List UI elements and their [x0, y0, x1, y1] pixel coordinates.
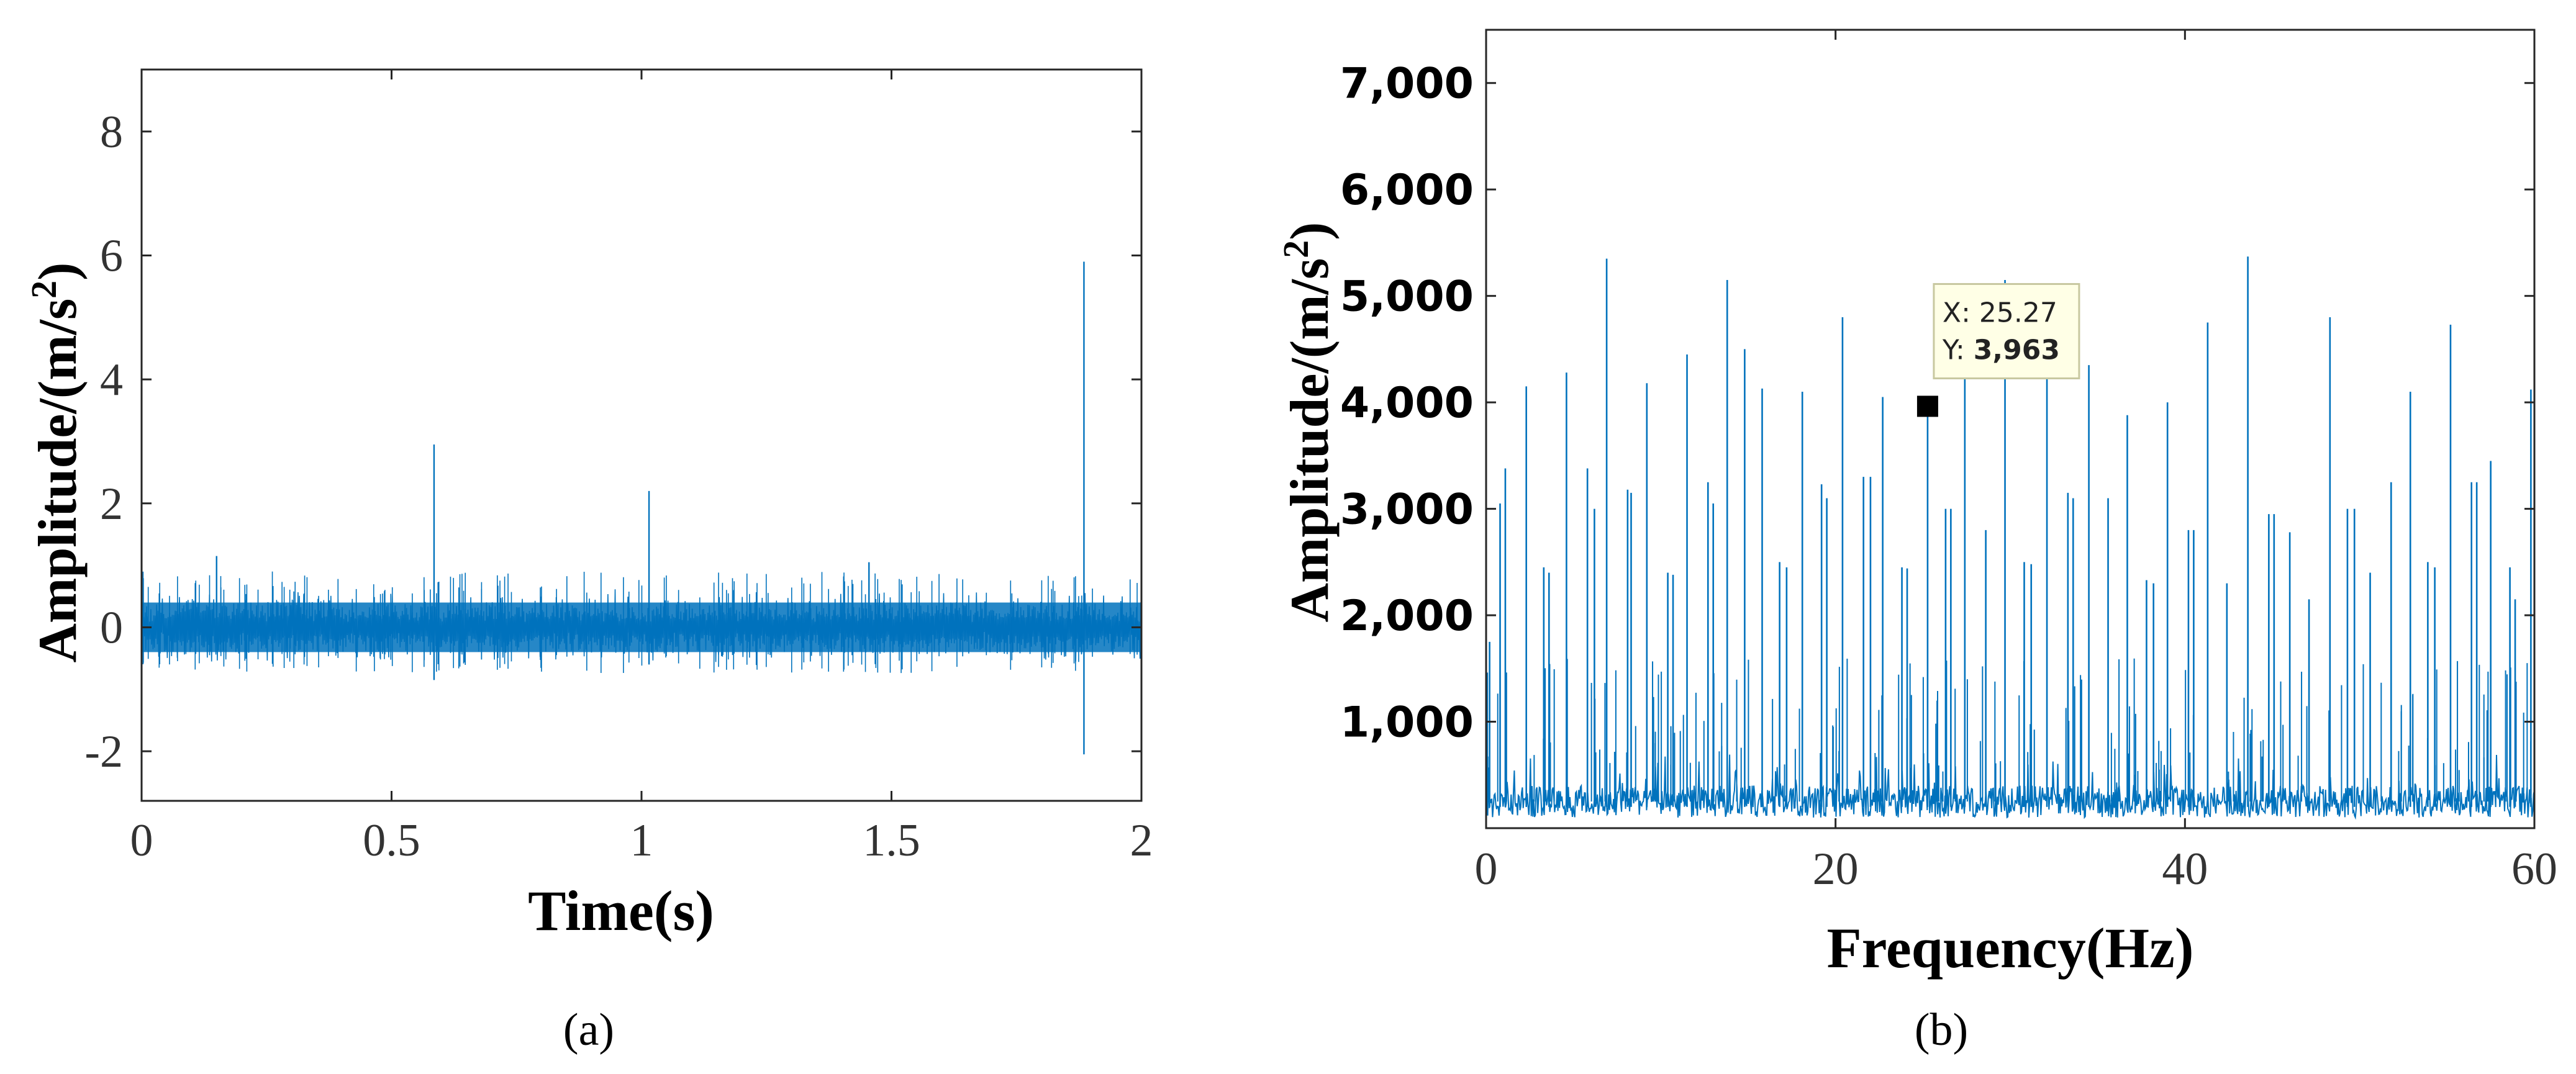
x-tick-label-b: 40	[2162, 844, 2208, 895]
y-tick-label-b: 5,000	[1340, 273, 1474, 322]
y-tick-label-a: 2	[100, 479, 123, 530]
y-axis-label-b: Amplitude/(m/s2)	[1276, 222, 1341, 622]
axes-frame-b	[1485, 29, 2536, 829]
time-signal-line	[141, 261, 1142, 755]
datatip-x: X: 25.27	[1943, 297, 2057, 328]
x-axis-label-a: Time(s)	[528, 879, 714, 942]
x-tick-label-b: 0	[1475, 844, 1498, 895]
x-tick-label-b: 20	[1813, 844, 1859, 895]
panel-label-b: (b)	[1915, 1004, 1968, 1055]
x-tick-label-a: 2	[1130, 815, 1153, 866]
datatip-marker[interactable]	[1916, 395, 1938, 417]
y-tick-label-b: 1,000	[1340, 698, 1474, 747]
panel-label-a: (a)	[563, 1004, 614, 1055]
x-tick-label-a: 0.5	[363, 815, 420, 866]
y-tick-label-b: 4,000	[1340, 379, 1474, 428]
x-axis-label-b: Frequency(Hz)	[1826, 916, 2193, 980]
y-tick-label-a: 8	[100, 107, 123, 158]
y-axis-label-a: Amplitude/(m/s2)	[24, 262, 89, 662]
datatip-box	[1933, 282, 2080, 379]
datatip[interactable]: X: 25.27 Y: 3,963	[1933, 282, 2080, 379]
y-tick-label-b: 3,000	[1340, 485, 1474, 535]
panel-b-frequency-spectrum: 0 20 40 60 1,000 2,000 3,000 4,000 5,000 6,000 7,0…	[1276, 29, 2557, 1055]
x-tick-label-b: 60	[2511, 844, 2557, 895]
x-tick-label-a: 1	[630, 815, 653, 866]
spectrum-baseline	[1485, 754, 2535, 820]
x-tick-label-a: 1.5	[863, 815, 920, 866]
spectrum-line	[1485, 256, 2535, 820]
y-tick-label-b: 7,000	[1340, 60, 1474, 109]
y-tick-label-b: 2,000	[1340, 592, 1474, 641]
axis-ticks-b: 0 20 40 60 1,000 2,000 3,000 4,000 5,000 6,000 7,0…	[1340, 30, 2557, 895]
y-tick-label-a: 6	[100, 230, 123, 281]
y-tick-label-a: -2	[84, 726, 123, 777]
axes-frame-a	[140, 68, 1143, 802]
y-tick-label-b: 6,000	[1340, 166, 1474, 215]
datatip-y: Y: 3,963	[1942, 334, 2060, 366]
y-tick-label-a: 0	[100, 602, 123, 653]
x-tick-label-a: 0	[130, 815, 153, 866]
y-tick-label-a: 4	[100, 354, 123, 405]
